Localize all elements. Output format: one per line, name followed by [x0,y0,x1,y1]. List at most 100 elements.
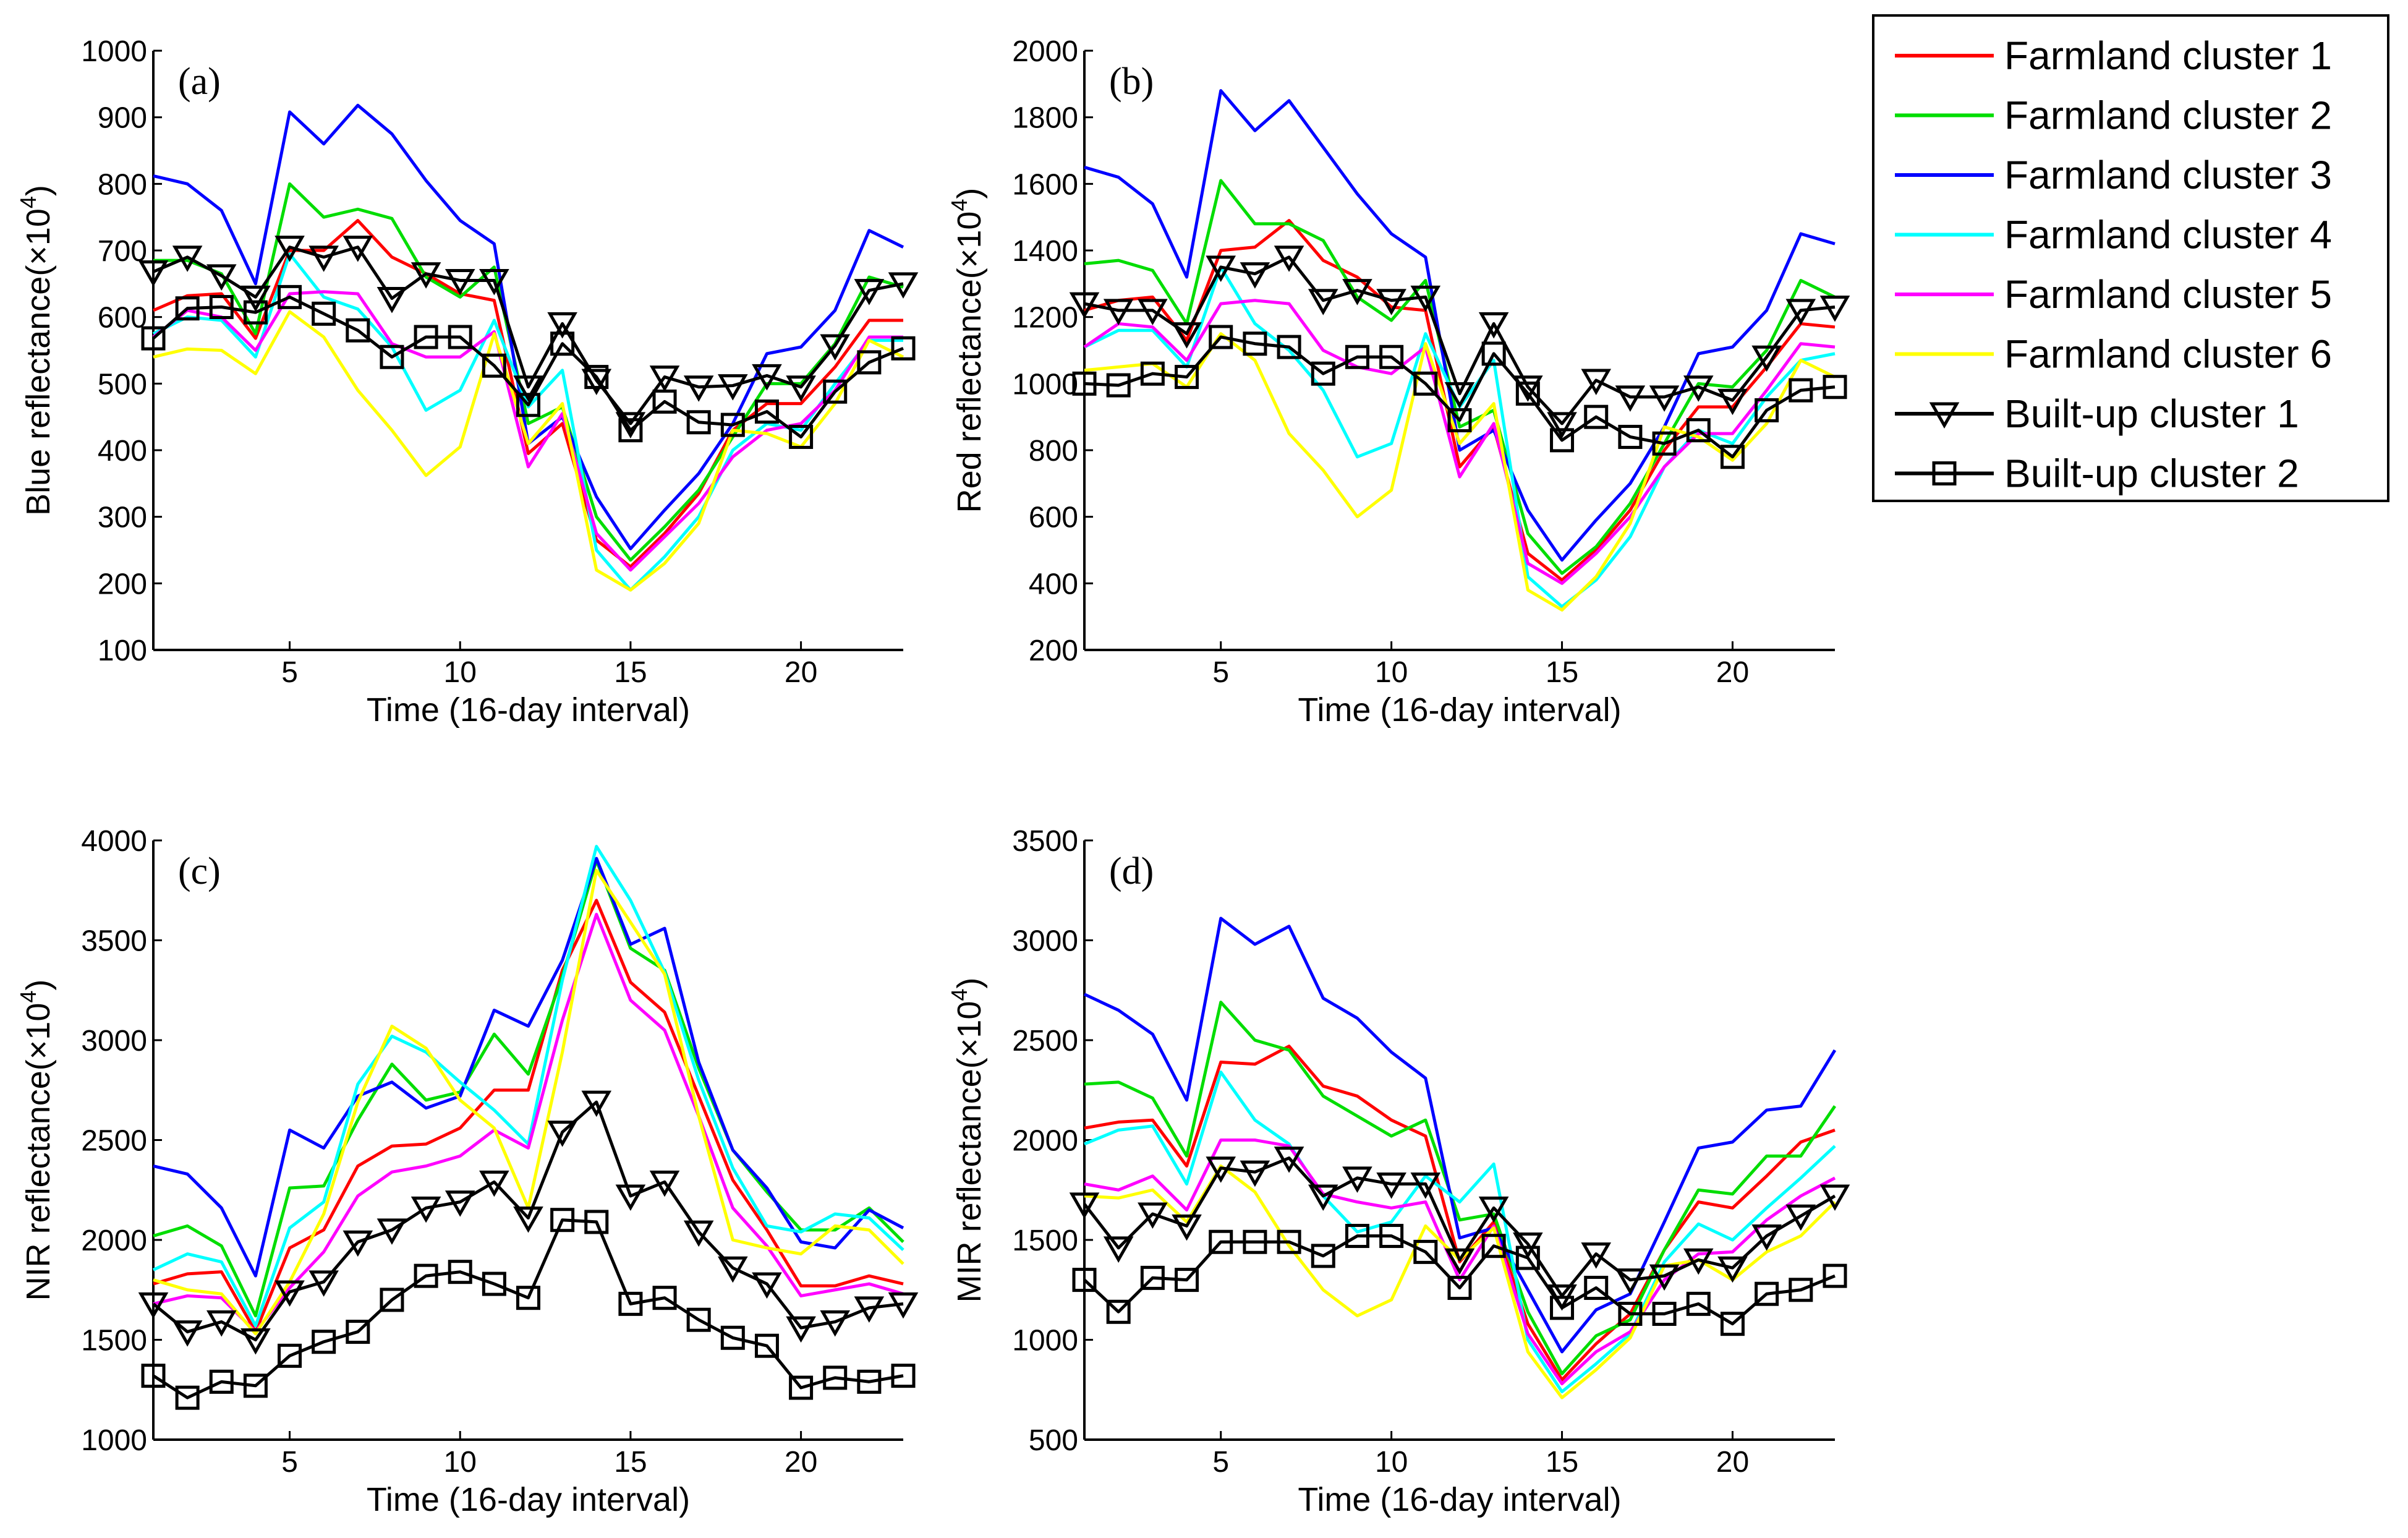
data-point-marker [1277,1229,1301,1254]
data-point-marker [1209,325,1233,349]
data-point-marker [1785,299,1816,325]
data-point-marker [411,1196,441,1223]
data-point-marker [1138,299,1168,325]
panel-label: (b) [1109,61,1154,103]
series-farmland-cluster-2 [153,182,904,562]
x-tick-label: 20 [785,656,817,689]
legend-label: Built-up cluster 1 [2004,391,2299,436]
series-line [1084,219,1836,582]
data-point-marker [686,1307,711,1332]
data-point-marker [1206,255,1236,282]
data-point-marker [482,1271,506,1296]
y-axis-label-text: MIR reflectance(×10 [951,1001,988,1303]
data-point-marker [1140,1265,1165,1290]
data-point-marker [1444,1248,1475,1275]
data-point-marker [1444,382,1475,409]
data-point-marker [448,325,472,349]
data-point-marker [752,1272,782,1299]
series-built-up-cluster-1 [138,1090,919,1355]
data-point-marker [209,1369,234,1394]
legend-label: Farmland cluster 6 [2004,332,2332,377]
data-point-marker [683,1220,714,1247]
series-line [152,290,903,572]
data-point-marker [1683,375,1714,402]
legend-entry: Farmland cluster 2 [1895,93,2332,138]
x-axis-label: Time (16-day interval) [367,691,690,728]
panel-label: (a) [178,61,221,103]
data-point-marker [1581,1242,1612,1269]
legend-label: Farmland cluster 1 [2004,33,2332,78]
data-point-marker [1584,1276,1609,1301]
y-axis-label-exponent: 4 [947,989,972,1001]
data-point-marker [141,326,166,351]
y-tick-label: 1500 [1012,1224,1078,1257]
legend-entry: Built-up cluster 1 [1895,391,2299,436]
data-point-marker [414,325,438,349]
y-axis-label-text: Blue reflectance(×10 [20,208,57,516]
y-axis-label-close: ) [951,978,988,989]
data-point-marker [1103,299,1134,325]
x-tick-label: 15 [614,656,647,689]
subplot-b: 200 400 600 800 1000 1200 1400 1600 1800 2000 5 10 1… [947,35,1850,728]
y-axis-label: NIR reflectance(×104) [15,980,57,1301]
subplot-a: 100 200 300 400 500 600 700 800 900 1000 5 10 15 20 Ti… [15,35,919,728]
data-point-marker [789,1375,814,1400]
data-point-marker [618,1291,643,1316]
series-line [1084,255,1836,425]
data-point-marker [1478,1196,1509,1223]
series-farmland-cluster-5 [152,290,903,572]
data-point-marker [377,1218,407,1245]
data-point-marker [172,1320,203,1347]
series-line [153,913,904,1334]
legend-label: Farmland cluster 4 [2004,213,2332,257]
series-farmland-cluster-2 [1084,179,1836,575]
data-point-marker [720,412,745,437]
data-point-marker [1481,341,1506,366]
series-line [1084,89,1836,562]
data-point-marker [1615,385,1646,412]
data-point-marker [1243,1229,1267,1254]
data-point-marker [683,375,714,402]
data-point-marker [1823,1263,1847,1288]
data-point-marker [1550,428,1575,453]
data-point-marker [1274,246,1304,272]
data-point-marker [754,399,779,424]
data-point-marker [1720,1312,1745,1336]
data-point-marker [175,1385,200,1410]
data-point-marker [1308,289,1338,315]
data-point-marker [1547,412,1577,438]
series-farmland-cluster-6 [153,310,904,592]
legend-marker-icon [1932,461,1957,485]
y-tick-label: 2000 [1012,35,1078,68]
data-point-marker [1311,1244,1335,1268]
data-point-marker [649,365,680,392]
data-point-marker [652,1286,677,1310]
data-point-marker [1755,1281,1779,1306]
data-point-marker [1413,371,1438,396]
x-tick-label: 15 [614,1446,647,1479]
series-farmland-cluster-2 [1084,1001,1837,1375]
data-point-marker [1819,296,1850,322]
data-point-marker [240,1328,271,1355]
legend-box [1872,14,2389,502]
x-tick-label: 5 [281,656,298,689]
data-point-marker [1481,1234,1506,1258]
series-built-up-cluster-1 [1069,1147,1850,1311]
data-point-marker [312,301,336,326]
data-point-marker [752,364,782,391]
data-point-marker [891,1364,916,1388]
legend-entry: Farmland cluster 3 [1895,153,2332,197]
y-tick-label: 2000 [1012,1125,1078,1158]
subplot-c: 1000 1500 2000 2500 3000 3500 4000 5 10 15 20 Time … [15,825,919,1518]
y-tick-label: 3000 [81,1025,147,1057]
y-tick-label: 2500 [1012,1025,1078,1057]
data-point-marker [1618,1302,1643,1327]
series-farmland-cluster-1 [1084,219,1836,582]
data-point-marker [479,1170,509,1197]
data-point-marker [1649,385,1680,412]
legend-entry: Farmland cluster 4 [1895,213,2332,257]
data-point-marker [1686,418,1711,443]
series-line [153,857,904,1278]
y-axis-label-close: ) [951,188,988,199]
series-line [1083,1156,1836,1297]
